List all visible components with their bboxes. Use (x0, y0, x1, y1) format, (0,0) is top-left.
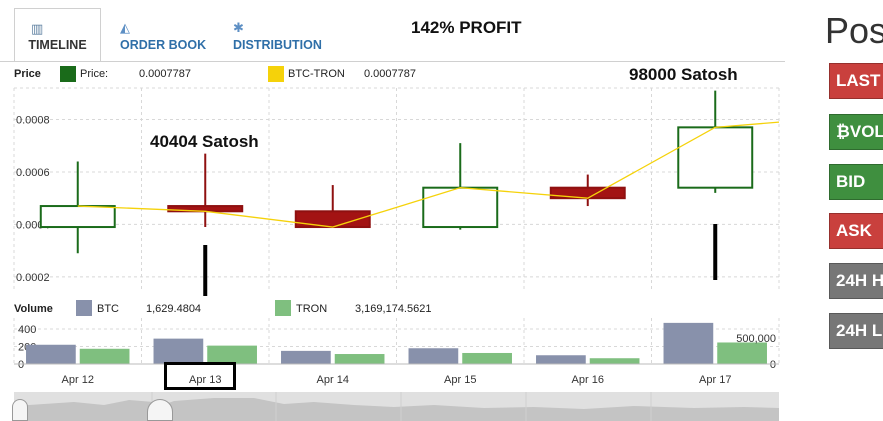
button-label: BID (836, 172, 866, 191)
bar-chart-icon: ▥ (31, 21, 44, 36)
bid-button[interactable]: BID (829, 164, 883, 200)
tab-label: TIMELINE (28, 38, 87, 52)
tron-volume-legend-label: TRON (296, 303, 328, 315)
range-navigator[interactable] (14, 392, 779, 421)
chart-tabs: ▥ TIMELINE ◭ ORDER BOOK ✱ DISTRIBUTION (0, 0, 790, 62)
candle-body (677, 126, 754, 189)
x-axis-date-label: Apr 16 (572, 374, 604, 386)
tron-volume-bar (207, 345, 257, 364)
candle-body (39, 205, 116, 229)
tron-volume-bar (79, 348, 130, 364)
btc-volume-bar (663, 322, 714, 364)
btc-volume-button[interactable]: ₿VOL (829, 114, 883, 150)
volume-legend-title: Volume (14, 303, 53, 315)
24h-low-button[interactable]: 24H L (829, 313, 883, 349)
button-label: 24H L (836, 321, 883, 340)
volume-y-tick-label: 0 (18, 359, 24, 371)
highlighted-date-box (164, 362, 236, 390)
tab-label: ORDER BOOK (120, 38, 207, 52)
price-legend-swatch (60, 66, 76, 82)
x-axis-date-label: Apr 14 (317, 374, 349, 386)
button-label: 24H H (836, 271, 883, 290)
btc-volume-bar (153, 338, 204, 364)
navigator-preview (14, 392, 779, 421)
price-legend-label: Price: (80, 68, 109, 80)
tab-label: DISTRIBUTION (233, 38, 322, 52)
btc-volume-legend-label: BTC (97, 303, 119, 315)
candle-body (422, 186, 499, 229)
tab-distribution[interactable]: ✱ DISTRIBUTION (233, 8, 333, 62)
price-y-tick-label: 0.0002 (16, 272, 50, 284)
price-y-tick-label: 0.0008 (16, 114, 50, 126)
satoshi-high-annotation: 98000 Satosh (629, 65, 738, 84)
tron-volume-bar (717, 342, 767, 364)
area-chart-icon: ◭ (120, 20, 130, 35)
ask-button[interactable]: ASK (829, 213, 883, 249)
profit-annotation: 142% PROFIT (411, 18, 522, 37)
users-icon: ✱ (233, 20, 244, 35)
tron-volume-bar (462, 352, 512, 364)
tron-volume-legend-swatch (275, 300, 291, 316)
btc-tron-legend-value: 0.0007787 (364, 68, 416, 80)
volume-y-tick-label: 400 (18, 324, 36, 336)
btc-volume-bar (26, 344, 76, 364)
btc-volume-bar (281, 350, 331, 364)
satoshi-low-annotation: 40404 Satosh (150, 132, 259, 151)
btc-volume-legend-value: 1,629.4804 (146, 303, 202, 315)
button-label: LAST (836, 71, 881, 90)
button-label: ₿VOL (836, 122, 883, 141)
price-y-tick-label: 0.0006 (16, 167, 50, 179)
btc-volume-bar (536, 355, 586, 364)
tron-volume-bar (334, 354, 385, 364)
price-legend-value: 0.0007787 (139, 68, 191, 80)
price-legend-title: Price (14, 68, 41, 80)
tab-divider (0, 61, 785, 62)
volume-right-tick-label: 500,000 (736, 333, 776, 345)
navigator-right-handle[interactable] (147, 399, 173, 421)
btc-volume-bar (408, 348, 459, 364)
volume-right-tick-label: 0 (770, 359, 776, 371)
x-axis-date-label: Apr 17 (699, 374, 731, 386)
btc-volume-legend-swatch (76, 300, 92, 316)
btc-tron-legend-label: BTC-TRON (288, 68, 345, 80)
btc-tron-legend-swatch (268, 66, 284, 82)
position-panel-title: Pos (825, 10, 883, 51)
x-axis-date-label: Apr 15 (444, 374, 476, 386)
button-label: ASK (836, 221, 872, 240)
btc-tron-line (77, 121, 780, 228)
tab-order-book[interactable]: ◭ ORDER BOOK (120, 8, 215, 62)
navigator-left-handle[interactable] (12, 399, 28, 421)
tron-volume-legend-value: 3,169,174.5621 (355, 303, 432, 315)
last-price-button[interactable]: LAST (829, 63, 883, 99)
tron-volume-bar (589, 358, 640, 364)
tab-timeline[interactable]: ▥ TIMELINE (14, 8, 101, 62)
x-axis-date-label: Apr 12 (62, 374, 94, 386)
x-axis-date-label: Apr 13 (189, 374, 221, 386)
price-volume-chart: 0.00020.00040.00060.00084002000500,0000A… (13, 87, 780, 386)
24h-high-button[interactable]: 24H H (829, 263, 883, 299)
